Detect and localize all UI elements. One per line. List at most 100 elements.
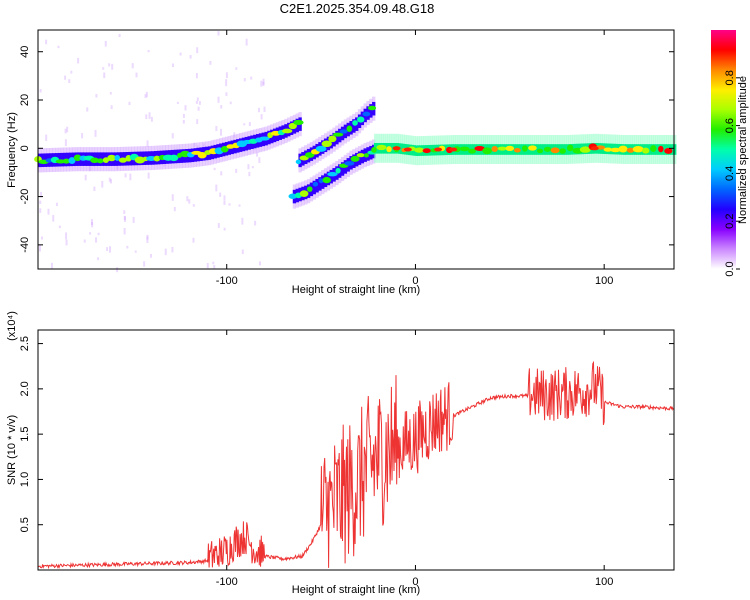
noise-speckle bbox=[150, 116, 153, 122]
chart-title: C2E1.2025.354.09.48.G18 bbox=[280, 1, 435, 16]
band-blob bbox=[346, 125, 353, 132]
band-blob bbox=[332, 132, 344, 137]
noise-speckle bbox=[64, 75, 67, 80]
noise-speckle bbox=[225, 79, 228, 87]
spectrogram-xlabel: Height of straight line (km) bbox=[292, 284, 420, 296]
noise-speckle bbox=[197, 106, 200, 111]
band-blob bbox=[288, 122, 297, 130]
noise-speckle bbox=[135, 72, 138, 78]
noise-speckle bbox=[248, 171, 251, 177]
band-blob bbox=[153, 155, 161, 162]
noise-speckle bbox=[251, 166, 254, 169]
colorbar-ticks: 0.0 0.2 0.4 0.6 0.8 bbox=[724, 70, 740, 277]
noise-speckle bbox=[77, 57, 80, 64]
band-blob bbox=[603, 147, 613, 152]
noise-speckle bbox=[143, 261, 146, 267]
band-blob bbox=[664, 147, 673, 154]
band-blob bbox=[90, 157, 100, 164]
noise-speckle bbox=[83, 239, 86, 243]
noise-speckle bbox=[55, 202, 58, 207]
noise-speckle bbox=[186, 196, 189, 202]
noise-speckle bbox=[263, 106, 266, 112]
noise-speckle bbox=[90, 219, 93, 225]
noise-speckle bbox=[202, 143, 205, 149]
band-blob bbox=[73, 154, 82, 162]
noise-speckle bbox=[129, 173, 132, 181]
noise-speckle bbox=[89, 232, 92, 235]
ytick-label: 2.0 bbox=[19, 381, 31, 396]
noise-speckle bbox=[126, 245, 129, 249]
noise-speckle bbox=[182, 119, 185, 124]
noise-speckle bbox=[164, 248, 167, 256]
noise-speckle bbox=[262, 78, 265, 85]
band-blob bbox=[528, 145, 537, 151]
colorbar-tick-label: 0.2 bbox=[724, 214, 736, 229]
noise-speckle bbox=[215, 184, 218, 192]
noise-speckle bbox=[52, 215, 55, 222]
noise-speckle bbox=[223, 227, 226, 231]
noise-speckle bbox=[223, 200, 226, 205]
ytick-label: -40 bbox=[19, 237, 31, 253]
noise-speckle bbox=[147, 50, 150, 53]
band-core bbox=[369, 104, 373, 118]
noise-speckle bbox=[111, 63, 114, 70]
noise-speckle bbox=[106, 247, 109, 251]
noise-speckle bbox=[109, 246, 112, 253]
band-blob bbox=[134, 156, 146, 164]
band-core bbox=[564, 144, 567, 155]
band-blob bbox=[618, 145, 628, 153]
noise-speckle bbox=[257, 107, 260, 113]
noise-speckle bbox=[58, 225, 61, 229]
spectrogram-panel: -100 0 100 -40 -20 0 20 40 Height of straight l… bbox=[6, 29, 677, 296]
noise-speckle bbox=[40, 236, 43, 240]
noise-speckle bbox=[39, 89, 42, 93]
band-core bbox=[340, 126, 345, 141]
noise-speckle bbox=[45, 134, 48, 141]
noise-speckle bbox=[118, 33, 121, 38]
noise-speckle bbox=[97, 232, 100, 236]
noise-speckle bbox=[171, 63, 174, 68]
ytick-label: 0.5 bbox=[19, 517, 31, 532]
noise-speckle bbox=[196, 47, 199, 54]
noise-speckle bbox=[45, 39, 48, 45]
band-blob bbox=[414, 147, 425, 153]
band-blob bbox=[356, 153, 365, 158]
noise-speckle bbox=[47, 208, 50, 215]
ytick-label: -20 bbox=[19, 189, 31, 205]
noise-speckle bbox=[95, 94, 98, 98]
noise-speckle bbox=[123, 228, 126, 235]
band-core bbox=[295, 118, 299, 133]
colorbar-tick-label: 0.8 bbox=[724, 70, 736, 85]
noise-speckle bbox=[176, 101, 179, 104]
noise-speckle bbox=[57, 45, 60, 49]
band-blob bbox=[632, 145, 644, 153]
band-blob bbox=[114, 154, 121, 161]
noise-speckle bbox=[243, 123, 246, 126]
noise-speckle bbox=[262, 81, 265, 87]
noise-speckle bbox=[50, 262, 53, 270]
band-blob bbox=[169, 154, 179, 162]
noise-speckle bbox=[171, 133, 174, 139]
noise-speckle bbox=[258, 157, 261, 164]
ytick-label: 20 bbox=[19, 94, 31, 106]
band-core bbox=[526, 144, 530, 155]
noise-speckle bbox=[86, 107, 89, 112]
band-core bbox=[655, 144, 658, 155]
noise-speckle bbox=[39, 208, 42, 213]
noise-speckle bbox=[108, 177, 111, 182]
noise-speckle bbox=[256, 152, 259, 157]
band-blob bbox=[107, 154, 117, 162]
noise-speckle bbox=[173, 206, 176, 212]
band-core bbox=[400, 143, 403, 155]
noise-speckle bbox=[241, 249, 244, 255]
noise-speckle bbox=[146, 234, 149, 240]
snr-line bbox=[37, 360, 674, 570]
band-blob bbox=[312, 181, 319, 187]
spectrogram-ylabel: Frequency (Hz) bbox=[6, 112, 18, 188]
xtick-label: 0 bbox=[412, 576, 418, 588]
band-blob bbox=[293, 119, 304, 126]
noise-speckle bbox=[235, 67, 238, 70]
band-blob bbox=[658, 145, 664, 153]
noise-speckle bbox=[217, 223, 220, 228]
